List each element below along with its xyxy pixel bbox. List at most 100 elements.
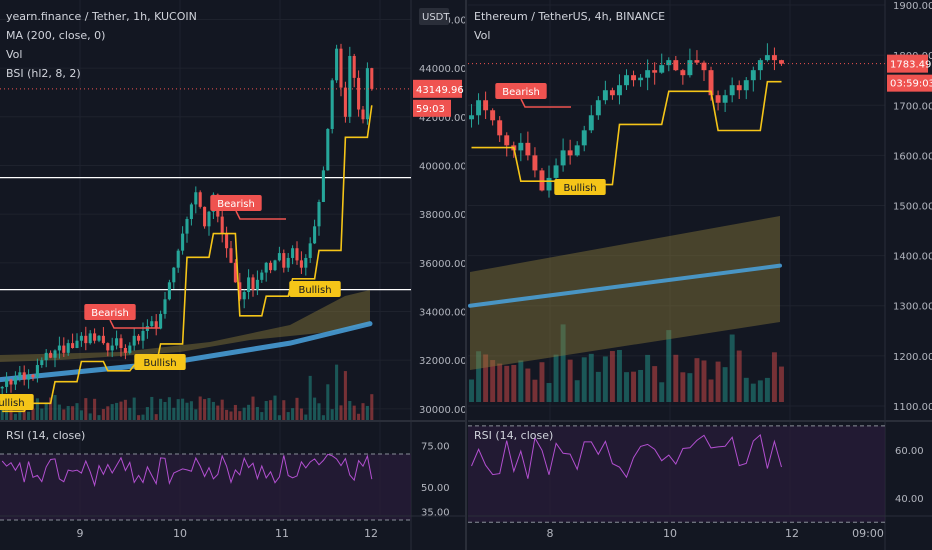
candle-body[interactable] bbox=[27, 374, 31, 380]
candle-body[interactable] bbox=[185, 219, 189, 234]
candle-body[interactable] bbox=[260, 272, 264, 280]
candle-body[interactable] bbox=[304, 257, 308, 268]
candle-body[interactable] bbox=[330, 80, 334, 129]
currency-badge[interactable] bbox=[419, 8, 449, 25]
candle-body[interactable] bbox=[560, 150, 566, 166]
candle-body[interactable] bbox=[35, 365, 39, 378]
indicator-legend[interactable]: Vol bbox=[474, 29, 490, 42]
candle-body[interactable] bbox=[13, 377, 17, 385]
candle-body[interactable] bbox=[44, 352, 48, 361]
candle-body[interactable] bbox=[771, 55, 777, 61]
candle-body[interactable] bbox=[119, 338, 123, 348]
candle-body[interactable] bbox=[194, 192, 198, 205]
candle-body[interactable] bbox=[581, 130, 587, 146]
rsi-line[interactable] bbox=[471, 433, 782, 479]
candle-body[interactable] bbox=[251, 277, 255, 290]
candle-body[interactable] bbox=[779, 60, 784, 64]
candle-body[interactable] bbox=[5, 379, 9, 387]
candle-body[interactable] bbox=[53, 350, 57, 358]
candle-body[interactable] bbox=[172, 267, 176, 283]
candle-body[interactable] bbox=[631, 75, 637, 81]
candle-body[interactable] bbox=[176, 250, 180, 268]
candle-body[interactable] bbox=[159, 313, 163, 329]
candle-body[interactable] bbox=[602, 90, 608, 101]
signal-label-bull-box[interactable] bbox=[0, 394, 34, 410]
candle-body[interactable] bbox=[286, 257, 290, 268]
candle-body[interactable] bbox=[532, 155, 538, 171]
candle-body[interactable] bbox=[110, 345, 114, 351]
indicator-legend[interactable]: MA (200, close, 0) bbox=[6, 29, 105, 42]
candle-body[interactable] bbox=[203, 206, 207, 227]
candle-body[interactable] bbox=[694, 60, 700, 63]
moving-average-line[interactable] bbox=[0, 321, 373, 383]
candle-body[interactable] bbox=[132, 335, 136, 346]
candle-body[interactable] bbox=[518, 142, 524, 151]
candle-body[interactable] bbox=[370, 68, 374, 89]
candle-body[interactable] bbox=[295, 248, 299, 261]
candle-body[interactable] bbox=[321, 170, 325, 202]
candle-body[interactable] bbox=[490, 110, 496, 121]
candle-body[interactable] bbox=[497, 120, 503, 136]
last-price-badge[interactable] bbox=[887, 54, 928, 73]
candle-body[interactable] bbox=[97, 335, 101, 341]
candle-body[interactable] bbox=[317, 201, 321, 227]
signal-label-bear-box[interactable] bbox=[495, 83, 547, 99]
bsi-line[interactable] bbox=[2, 105, 373, 413]
candle-body[interactable] bbox=[264, 262, 268, 273]
candle-body[interactable] bbox=[150, 321, 154, 327]
signal-label-bear-box[interactable] bbox=[84, 304, 136, 320]
candle-body[interactable] bbox=[198, 192, 202, 207]
candle-body[interactable] bbox=[291, 248, 295, 258]
candle-body[interactable] bbox=[339, 48, 343, 88]
candle-body[interactable] bbox=[84, 335, 88, 344]
candle-body[interactable] bbox=[277, 253, 281, 261]
candle-body[interactable] bbox=[255, 279, 259, 290]
candle-body[interactable] bbox=[141, 330, 145, 341]
candle-body[interactable] bbox=[352, 55, 356, 78]
candle-body[interactable] bbox=[469, 115, 474, 120]
signal-label-bull-box[interactable] bbox=[554, 179, 606, 195]
chart-title[interactable]: Ethereum / TetherUS, 4h, BINANCE bbox=[474, 10, 665, 23]
candle-body[interactable] bbox=[31, 374, 35, 378]
candle-body[interactable] bbox=[673, 60, 679, 71]
chart-title[interactable]: yearn.finance / Tether, 1h, KUCOIN bbox=[6, 10, 197, 23]
candle-body[interactable] bbox=[574, 145, 580, 156]
candle-body[interactable] bbox=[189, 204, 193, 220]
candle-body[interactable] bbox=[79, 335, 83, 341]
candle-body[interactable] bbox=[220, 216, 224, 234]
candle-body[interactable] bbox=[154, 321, 158, 329]
rsi-legend[interactable]: RSI (14, close) bbox=[474, 429, 553, 442]
indicator-legend[interactable]: BSI (hl2, 8, 2) bbox=[6, 67, 81, 80]
last-price-badge[interactable] bbox=[413, 79, 462, 98]
candle-body[interactable] bbox=[525, 142, 531, 156]
candle-body[interactable] bbox=[743, 80, 749, 91]
candle-body[interactable] bbox=[123, 347, 127, 353]
candle-body[interactable] bbox=[62, 345, 66, 353]
candle-body[interactable] bbox=[504, 135, 510, 146]
candle-body[interactable] bbox=[269, 262, 273, 271]
candle-body[interactable] bbox=[666, 60, 672, 66]
candle-body[interactable] bbox=[308, 243, 312, 258]
candle-body[interactable] bbox=[93, 333, 97, 341]
candle-body[interactable] bbox=[207, 211, 211, 227]
candle-body[interactable] bbox=[163, 299, 167, 314]
candle-body[interactable] bbox=[106, 343, 110, 351]
candle-body[interactable] bbox=[757, 60, 763, 71]
bsi-line[interactable] bbox=[471, 80, 782, 186]
candle-body[interactable] bbox=[638, 77, 644, 81]
candle-body[interactable] bbox=[88, 333, 92, 344]
rsi-line[interactable] bbox=[1, 453, 373, 488]
candle-body[interactable] bbox=[708, 70, 714, 96]
candle-body[interactable] bbox=[233, 262, 237, 283]
candle-body[interactable] bbox=[722, 95, 728, 103]
candle-body[interactable] bbox=[365, 68, 369, 120]
candle-body[interactable] bbox=[348, 55, 352, 117]
candle-body[interactable] bbox=[729, 85, 735, 96]
candle-body[interactable] bbox=[652, 70, 658, 73]
candle-body[interactable] bbox=[313, 226, 317, 244]
candle-body[interactable] bbox=[137, 335, 141, 341]
candle-body[interactable] bbox=[40, 360, 44, 366]
candle-body[interactable] bbox=[736, 85, 742, 91]
candle-body[interactable] bbox=[75, 340, 79, 348]
